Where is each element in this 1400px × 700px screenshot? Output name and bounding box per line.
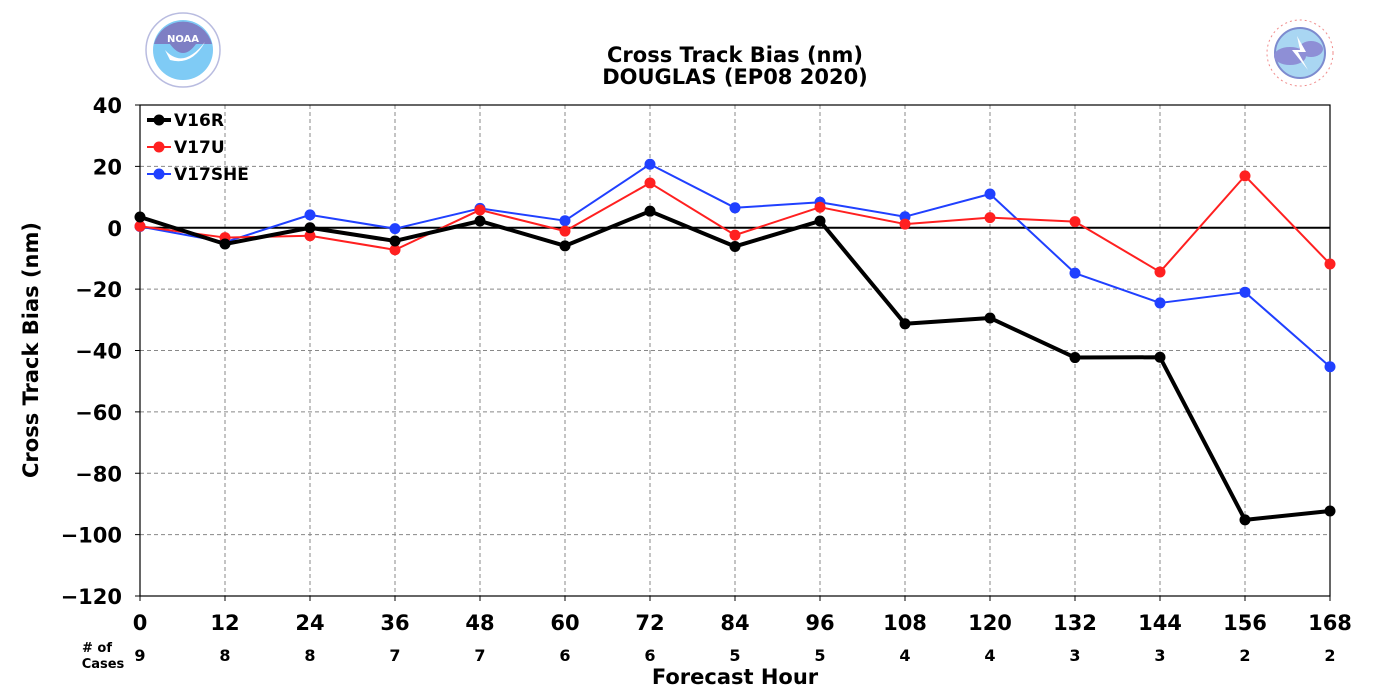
data-point-v16r — [559, 240, 571, 252]
y-tick-label: −100 — [61, 524, 122, 548]
data-point-v16r — [474, 215, 486, 227]
chart-title: Cross Track Bias (nm) — [607, 43, 863, 67]
data-point-v17u — [1324, 258, 1336, 270]
data-point-v17she — [984, 188, 996, 200]
data-point-v17u — [899, 218, 911, 230]
data-point-v16r — [729, 240, 741, 252]
data-point-v17u — [474, 204, 486, 216]
legend-marker-v17u — [153, 141, 165, 153]
data-point-v17she — [389, 223, 401, 235]
data-point-v16r — [814, 215, 826, 227]
y-tick-label: −60 — [75, 401, 122, 425]
legend-label-v17u: V17U — [174, 138, 225, 158]
case-count: 3 — [1154, 646, 1165, 665]
data-point-v17she — [1324, 361, 1336, 373]
x-tick-label: 120 — [968, 611, 1012, 635]
data-point-v17she — [644, 158, 656, 170]
data-point-v17u — [559, 225, 571, 237]
data-point-v16r — [1154, 351, 1166, 363]
y-tick-label: −20 — [75, 278, 122, 302]
case-count: 6 — [559, 646, 570, 665]
x-tick-label: 108 — [883, 611, 927, 635]
data-point-v17u — [984, 212, 996, 224]
plot-area: 40200−20−40−60−80−100−120091282483674876… — [61, 94, 1352, 665]
case-count: 5 — [814, 646, 825, 665]
x-tick-label: 24 — [295, 611, 324, 635]
x-tick-label: 84 — [720, 611, 749, 635]
x-axis-label: Forecast Hour — [652, 665, 819, 689]
data-point-v17u — [814, 201, 826, 213]
x-tick-label: 72 — [635, 611, 664, 635]
x-tick-label: 156 — [1223, 611, 1267, 635]
data-point-v16r — [644, 205, 656, 217]
y-tick-label: −40 — [75, 340, 122, 364]
x-tick-label: 132 — [1053, 611, 1097, 635]
data-point-v16r — [1324, 505, 1336, 517]
data-point-v17u — [1239, 170, 1251, 182]
data-point-v17she — [304, 209, 316, 221]
data-point-v17u — [1069, 216, 1081, 228]
legend: V16R V17U V17SHE — [147, 111, 249, 185]
data-point-v16r — [219, 238, 231, 250]
case-count: 7 — [474, 646, 485, 665]
data-point-v17u — [729, 229, 741, 241]
data-point-v16r — [304, 222, 316, 234]
case-count: 5 — [729, 646, 740, 665]
data-point-v17she — [1154, 297, 1166, 309]
legend-marker-v16r — [153, 114, 165, 126]
noaa-logo: NOAA — [145, 12, 221, 88]
y-tick-label: 20 — [93, 155, 122, 179]
data-point-v17she — [729, 202, 741, 214]
data-point-v16r — [389, 235, 401, 247]
y-tick-label: −80 — [75, 462, 122, 486]
data-point-v17u — [389, 244, 401, 256]
data-point-v17u — [1154, 266, 1166, 278]
chart-subtitle: DOUGLAS (EP08 2020) — [602, 65, 868, 89]
case-count: 9 — [134, 646, 145, 665]
case-count: 6 — [644, 646, 655, 665]
legend-label-v16r: V16R — [174, 111, 224, 131]
data-point-v17u — [304, 230, 316, 242]
cases-label-line2: Cases — [82, 657, 125, 672]
case-count: 2 — [1324, 646, 1335, 665]
x-tick-label: 48 — [465, 611, 494, 635]
x-tick-label: 12 — [210, 611, 239, 635]
data-point-v17u — [134, 220, 146, 232]
noaa-logo-text: NOAA — [167, 34, 199, 45]
x-tick-label: 60 — [550, 611, 579, 635]
data-point-v17she — [1069, 267, 1081, 279]
data-point-v16r — [134, 211, 146, 223]
nws-logo — [1264, 17, 1336, 89]
case-count: 8 — [219, 646, 230, 665]
x-tick-label: 0 — [133, 611, 148, 635]
y-axis-label: Cross Track Bias (nm) — [19, 222, 43, 478]
case-count: 2 — [1239, 646, 1250, 665]
case-count: 3 — [1069, 646, 1080, 665]
y-tick-label: −120 — [61, 585, 122, 609]
x-tick-label: 168 — [1308, 611, 1352, 635]
cases-label-line1: # of — [82, 641, 112, 656]
case-count: 4 — [984, 646, 995, 665]
x-tick-label: 96 — [805, 611, 834, 635]
data-point-v17she — [559, 215, 571, 227]
data-point-v17she — [1239, 286, 1251, 298]
case-count: 7 — [389, 646, 400, 665]
data-point-v16r — [1239, 514, 1251, 526]
case-count: 8 — [304, 646, 315, 665]
x-tick-label: 36 — [380, 611, 409, 635]
legend-label-v17she: V17SHE — [174, 165, 249, 185]
data-point-v16r — [984, 312, 996, 324]
data-point-v17u — [644, 177, 656, 189]
y-tick-label: 40 — [93, 94, 122, 118]
x-tick-label: 144 — [1138, 611, 1182, 635]
y-tick-label: 0 — [107, 217, 122, 241]
data-point-v16r — [1069, 352, 1081, 364]
case-count: 4 — [899, 646, 910, 665]
legend-marker-v17she — [153, 168, 165, 180]
data-point-v16r — [899, 318, 911, 330]
